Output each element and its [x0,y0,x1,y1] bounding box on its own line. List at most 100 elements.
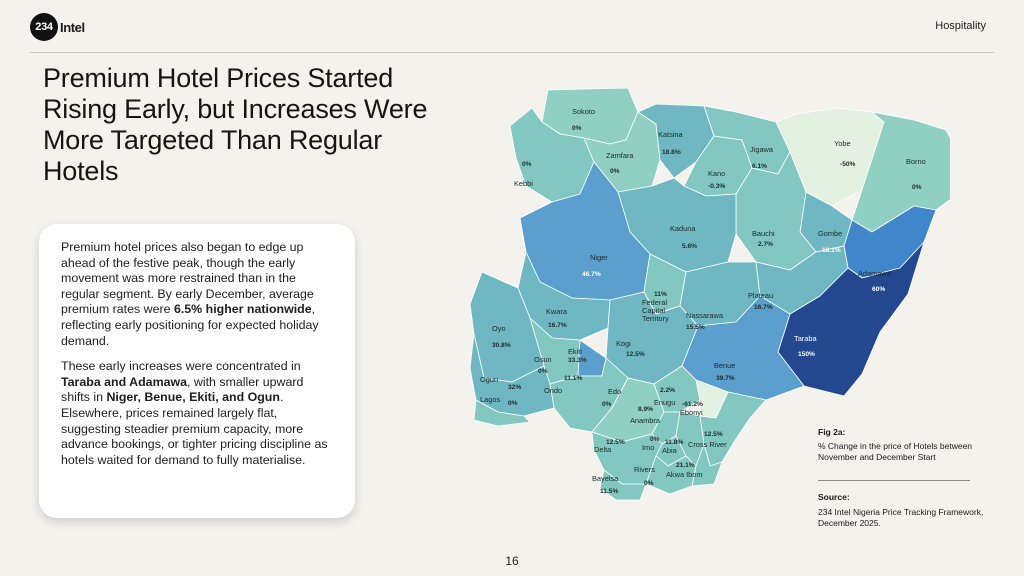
p2-highlight-1: Taraba and Adamawa [61,374,188,389]
value-enugu: 2.2% [660,387,675,394]
value-delta: 12.5% [606,439,625,446]
p1-highlight: 6.5% higher nationwide [173,302,312,317]
value-bauchi: 2.7% [758,241,773,248]
slide-title: Premium Hotel Prices Started Rising Earl… [43,63,428,186]
source-label: Source: [818,492,850,502]
header-divider [30,52,994,53]
label-enugu: Enugu [654,398,675,407]
label-bayelsa: Bayelsa [592,474,619,483]
value-osun: 0% [538,368,548,375]
label-plateau: Plateau [748,291,773,300]
value-ondo: 11.1% [564,375,582,382]
label-fct-1: Federal [642,298,667,307]
label-rivers: Rivers [634,465,655,474]
state-bayelsa [599,469,647,501]
label-fct-2: Capital [642,306,665,315]
value-imo: 0% [650,436,660,443]
label-ogun: Ogun [480,375,498,384]
label-bauchi: Bauchi [752,229,775,238]
logo-badge: 234 [30,13,58,41]
value-benue: 39.7% [716,375,735,382]
value-plateau: 16.7% [754,304,773,311]
nigeria-choropleth-map: Sokoto 0% 0% Kebbi Zamfara 0% Katsina 18… [460,82,950,502]
label-katsina: Katsina [658,130,684,139]
value-sokoto: 0% [572,125,582,132]
value-niger: 46.7% [582,271,601,278]
value-rivers: 0% [644,480,654,487]
label-abia: Abia [662,446,678,455]
value-jigawa: 6.1% [752,163,767,170]
p1-text-a: Premium hotel prices also began to edge … [61,240,314,317]
label-kwara: Kwara [546,307,568,316]
value-fct: 11% [654,291,667,298]
figure-label: Fig 2a: [818,427,846,437]
label-fct-3: Territory [642,314,669,323]
value-kano: -0.3% [708,183,725,190]
p2-text-e: . Elsewhere, prices remained largely fla… [61,390,328,467]
label-edo: Edo [608,387,621,396]
label-kogi: Kogi [616,339,631,348]
label-borno: Borno [906,157,926,166]
value-ogun: 32% [508,384,521,391]
value-yobe: -50% [840,161,856,168]
value-bayelsa: 11.5% [600,488,618,495]
value-gombe: 18.1% [822,247,841,254]
value-kebbi: 0% [522,161,532,168]
label-imo: Imo [642,443,654,452]
state-delta [591,431,663,485]
label-kaduna: Kaduna [670,224,696,233]
value-adamawa: 60% [872,286,885,293]
label-gombe: Gombe [818,229,842,238]
brand-logo: 234 Intel [30,13,85,41]
value-edo: 0% [602,401,612,408]
label-oyo: Oyo [492,324,506,333]
value-ebonyi: -61.2% [682,401,703,408]
label-kebbi: Kebbi [514,179,533,188]
value-crossriver: 12.5% [704,431,723,438]
value-abia: 11.8% [665,439,683,446]
value-oyo: 30.8% [492,342,511,349]
value-nassarawa: 15.5% [686,324,705,331]
page-number: 16 [505,554,519,568]
label-sokoto: Sokoto [572,107,595,116]
commentary-card: Premium hotel prices also began to edge … [39,224,355,518]
caption-divider [818,480,970,481]
value-akwaibom: 21.1% [676,462,695,469]
commentary-paragraph-1: Premium hotel prices also began to edge … [61,240,335,349]
label-ebonyi: Ebonyi [680,408,703,417]
state-ogun [469,333,555,417]
label-akwaibom: Akwa Ibom [666,470,703,479]
value-borno: 0% [912,184,922,191]
value-zamfara: 0% [610,168,620,175]
value-kaduna: 5.6% [682,243,697,250]
logo-text: Intel [60,19,85,35]
label-nassarawa: Nassarawa [686,311,724,320]
state-lagos [473,399,531,427]
p2-text-a: These early increases were concentrated … [61,359,301,374]
value-ekiti: 33.3% [568,357,587,364]
label-osun: Osun [534,355,552,364]
label-niger: Niger [590,253,608,262]
value-kwara: 16.7% [548,322,567,329]
p2-highlight-2: Niger, Benue, Ekiti, and Ogun [106,390,280,405]
label-taraba: Taraba [794,334,817,343]
commentary-paragraph-2: These early increases were concentrated … [61,359,335,468]
p1-text-c: , reflecting early positioning for expec… [61,302,319,348]
map-svg: Sokoto 0% 0% Kebbi Zamfara 0% Katsina 18… [469,87,950,501]
state-rivers [645,455,697,495]
label-yobe: Yobe [834,139,851,148]
label-jigawa: Jigawa [750,145,774,154]
label-adamawa: Adamawa [858,269,892,278]
label-anambra: Anambra [630,416,661,425]
source-note: Source: 234 Intel Nigeria Price Tracking… [818,492,988,529]
value-katsina: 18.8% [662,149,681,156]
label-ekiti: Ekiti [568,347,582,356]
value-kogi: 12.5% [626,351,645,358]
label-lagos: Lagos [480,395,500,404]
p2-text-c: , with smaller upward shifts in [61,374,304,405]
figure-caption: Fig 2a: % Change in the price of Hotels … [818,427,988,463]
figure-caption-text: % Change in the price of Hotels between … [818,441,973,462]
label-delta: Delta [594,445,612,454]
label-ondo: Ondo [544,386,562,395]
value-lagos: 0% [508,400,518,407]
